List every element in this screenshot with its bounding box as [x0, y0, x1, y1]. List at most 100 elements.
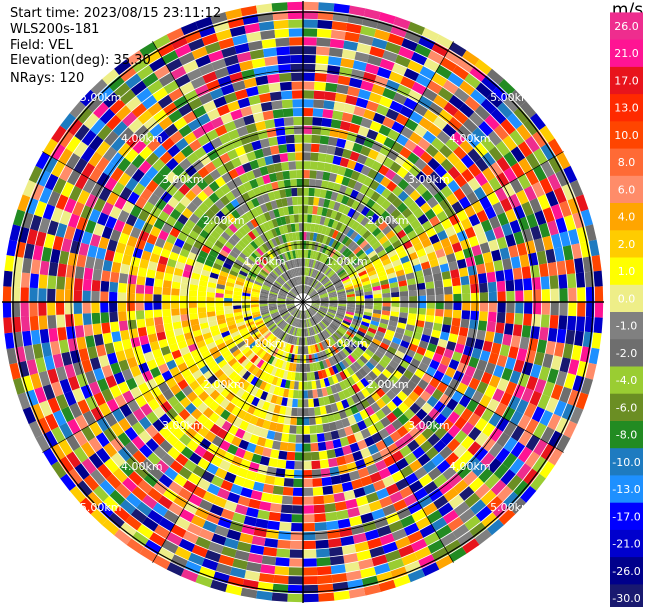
gate-cell — [282, 273, 289, 281]
gate-cell — [303, 540, 316, 550]
gate-cell — [222, 377, 232, 387]
gate-cell — [328, 293, 337, 297]
gate-cell — [303, 28, 318, 37]
gate-cell — [322, 350, 328, 360]
gate-cell — [400, 126, 414, 139]
gate-cell — [358, 327, 367, 334]
gate-cell — [288, 306, 296, 312]
gate-cell — [510, 441, 526, 458]
gate-cell — [231, 384, 241, 395]
gate-cell — [287, 205, 294, 215]
gate-cell — [204, 239, 214, 249]
gate-cell — [144, 309, 154, 319]
gate-cell — [459, 486, 475, 501]
gate-cell — [197, 307, 207, 313]
gate-cell — [316, 161, 325, 171]
gate-cell — [242, 292, 251, 297]
gate-cell — [147, 452, 161, 466]
gate-cell — [286, 303, 295, 306]
gate-cell — [88, 208, 101, 223]
gate-cell — [319, 351, 325, 361]
gate-cell — [279, 153, 289, 163]
gate-cell — [320, 126, 331, 136]
gate-cell — [209, 324, 219, 332]
gate-cell — [441, 419, 454, 432]
gate-cell — [324, 368, 332, 377]
gate-cell — [327, 457, 338, 468]
gate-cell — [381, 188, 392, 199]
gate-cell — [158, 164, 172, 178]
gate-cell — [426, 196, 439, 209]
gate-cell — [577, 287, 586, 302]
gate-cell — [270, 449, 280, 459]
gate-cell — [376, 20, 393, 33]
gate-cell — [291, 308, 298, 316]
gate-cell — [111, 136, 126, 152]
gate-cell — [184, 374, 196, 385]
gate-cell — [122, 477, 138, 493]
gate-cell — [379, 58, 395, 71]
gate-cell — [244, 260, 253, 269]
gate-cell — [354, 313, 363, 318]
gate-cell — [381, 225, 392, 236]
gate-cell — [300, 319, 303, 328]
gate-cell — [274, 117, 285, 128]
gate-cell — [421, 414, 434, 427]
gate-cell — [530, 326, 540, 340]
gate-cell — [250, 490, 263, 501]
gate-cell — [234, 337, 244, 345]
gate-cell — [78, 242, 90, 256]
gate-cell — [243, 515, 257, 527]
gate-cell — [375, 440, 387, 452]
gate-cell — [394, 438, 407, 450]
gate-cell — [371, 241, 382, 250]
gate-cell — [264, 475, 276, 485]
gate-cell — [309, 291, 317, 297]
gate-cell — [460, 435, 475, 450]
gate-cell — [173, 440, 186, 453]
gate-cell — [204, 161, 217, 174]
gate-cell — [317, 311, 325, 318]
gate-cell — [339, 213, 347, 224]
gate-cell — [393, 499, 408, 512]
colorbar-tick-label: 10.0 — [614, 129, 639, 142]
gate-cell — [172, 190, 185, 202]
gate-cell — [347, 178, 357, 189]
gate-cell — [198, 92, 213, 105]
gate-cell — [227, 129, 240, 141]
gate-cell — [389, 254, 400, 263]
gate-cell — [255, 205, 264, 216]
gate-cell — [407, 501, 423, 515]
gate-cell — [339, 223, 347, 233]
gate-cell — [51, 426, 66, 444]
gate-cell — [127, 274, 137, 285]
gate-cell — [448, 333, 459, 343]
gate-cell — [66, 264, 76, 278]
gate-cell — [287, 270, 293, 279]
gate-cell — [166, 58, 183, 72]
gate-cell — [308, 187, 315, 197]
gate-cell — [391, 450, 404, 463]
gate-cell — [214, 258, 225, 266]
gate-cell — [241, 304, 251, 309]
gate-cell — [224, 120, 237, 133]
gate-cell — [102, 259, 113, 272]
gate-cell — [509, 497, 527, 515]
gate-cell — [299, 285, 302, 294]
gate-cell — [198, 63, 215, 76]
gate-cell — [253, 333, 262, 341]
gate-cell — [403, 369, 414, 380]
gate-cell — [322, 318, 330, 326]
gate-cell — [517, 414, 531, 430]
gate-cell — [274, 236, 281, 246]
gate-cell — [314, 242, 319, 251]
gate-cell — [396, 166, 409, 179]
gate-cell — [296, 354, 301, 364]
gate-cell — [136, 501, 153, 517]
gate-cell — [121, 254, 132, 266]
gate-cell — [117, 432, 131, 447]
gate-cell — [262, 483, 274, 494]
gate-cell — [247, 40, 263, 51]
gate-cell — [339, 350, 348, 359]
gate-cell — [468, 213, 481, 227]
